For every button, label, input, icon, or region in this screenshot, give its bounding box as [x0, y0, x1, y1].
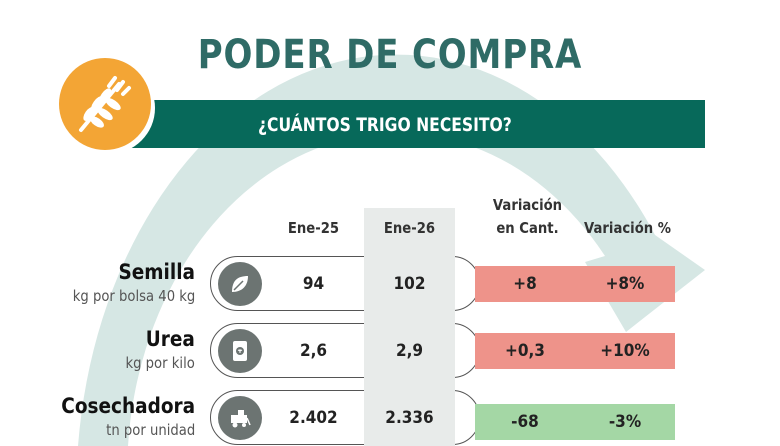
wheat-badge	[59, 58, 151, 150]
row-unit: tn por unidad	[105, 421, 195, 439]
header-var-cant-line2: en Cant.	[496, 219, 559, 237]
variation-bar-decrease: -68 -3%	[475, 404, 675, 440]
value-ene25: 94	[302, 274, 325, 294]
value-ene25: 2.402	[289, 408, 338, 428]
value-ene26: 2.336	[385, 408, 434, 428]
value-var-cant: +0,3	[505, 341, 545, 361]
header-var-cant-line1: Variación	[492, 196, 563, 214]
value-var-cant: -68	[511, 412, 539, 432]
value-ene26: 2,9	[395, 341, 424, 361]
row-name: Urea	[145, 327, 195, 351]
harvester-icon	[218, 396, 262, 440]
row-unit: kg por bolsa 40 kg	[72, 287, 195, 305]
header-ene26: Ene-26	[383, 219, 436, 237]
value-var-cant: +8	[513, 274, 537, 294]
leaf-icon	[218, 262, 262, 306]
header-var-pct: Variación %	[584, 219, 671, 237]
subtitle-banner	[128, 100, 705, 148]
fertilizer-bag-icon	[218, 329, 262, 373]
wheat-icon	[79, 76, 131, 132]
row-unit: kg por kilo	[125, 354, 195, 372]
ene26-column-band	[364, 208, 455, 446]
subtitle: ¿CUÁNTOS TRIGO NECESITO?	[258, 114, 512, 136]
row-name: Cosechadora	[61, 394, 195, 418]
value-ene26: 102	[393, 274, 426, 294]
row-name: Semilla	[118, 260, 195, 284]
value-var-pct: -3%	[608, 412, 642, 432]
header-ene25: Ene-25	[287, 219, 340, 237]
value-ene25: 2,6	[299, 341, 328, 361]
variation-bar-increase: +0,3 +10%	[475, 333, 675, 369]
header-var-cant: Variación en Cant.	[481, 194, 573, 240]
variation-bar-increase: +8 +8%	[475, 266, 675, 302]
value-var-pct: +8%	[605, 274, 645, 294]
page-title: PODER DE COMPRA	[197, 32, 583, 78]
value-var-pct: +10%	[600, 341, 650, 361]
